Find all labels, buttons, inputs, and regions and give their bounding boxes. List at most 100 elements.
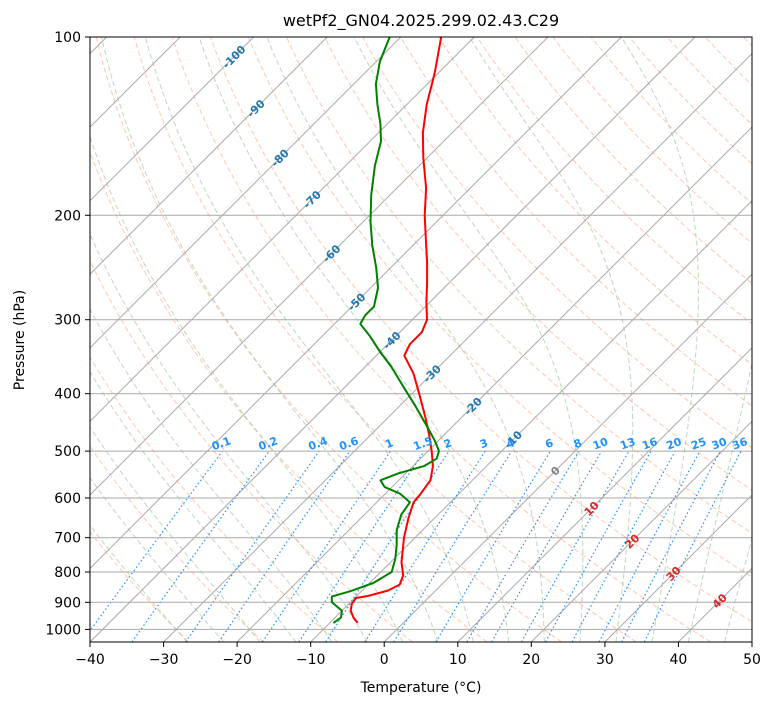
x-tick-label: 30 [596,652,614,668]
mixing-ratio-label: 30 [710,435,729,453]
plot-frame [89,36,753,643]
dry-adiabat-line [628,37,752,165]
isotherm-line [310,199,752,642]
y-tick-label: 400 [54,387,81,403]
x-tick-label: 10 [449,652,467,668]
isobar-gridlines [90,37,752,630]
y-tick-label: 300 [54,313,81,329]
mixing-ratio-line [325,450,450,642]
dry-adiabat-line [590,37,752,204]
dry-adiabat-line [209,37,752,623]
mixing-ratio-line [131,450,270,642]
x-tick-label: 0 [380,652,389,668]
dry-adiabat-line [400,37,752,407]
mixing-ratio-label: 36 [730,435,749,453]
mixing-ratio-line [393,450,513,642]
isotherm-line [90,37,475,423]
isotherm-line [751,641,752,642]
mixing-ratio-label: 0.4 [307,434,330,453]
mixing-ratio-label: 0.6 [337,434,360,453]
moist-adiabat-line [353,37,584,642]
isotherm-line [236,126,752,642]
mixing-ratio-label: 0.2 [257,434,280,453]
isotherm-line [163,52,752,642]
isotherm-line [530,420,752,642]
moist-adiabat-line [90,524,188,642]
isotherm-line [90,37,549,496]
mixing-ratio-label: 20 [665,435,684,453]
chart-title: wetPf2_GN04.2025.299.02.43.C29 [283,11,559,31]
mixing-ratio-label: 3 [478,436,490,451]
x-tick-label: −10 [296,652,326,668]
moist-adiabat-line [90,307,333,642]
mixing-ratio-line [545,450,652,642]
mixing-ratio-line [218,450,351,642]
y-tick-label: 1000 [45,622,81,638]
moist-adiabat-line [90,232,368,642]
background-lines [90,37,752,642]
isotherm-line [90,37,696,642]
mixing-ratio-label: 13 [618,435,637,452]
mixing-ratio-line [90,450,223,632]
dry-adiabat-line [90,259,413,642]
isotherm-line [90,37,622,570]
x-tick-label: 40 [669,652,687,668]
moist-adiabat-line [90,426,261,642]
y-tick-label: 600 [54,491,81,507]
mixing-ratio-line [298,450,425,642]
dry-adiabat-line [133,37,637,642]
x-tick-label: −40 [75,652,105,668]
dry-adiabat-line [90,150,488,642]
y-axis: 1000 900 800 700 600 500 400 300 200 100 [45,30,90,638]
y-tick-label: 900 [54,595,81,611]
moist-adiabat-line [90,135,404,642]
dry-adiabat-line [704,37,752,86]
mixing-ratio-label: 8 [572,436,584,451]
mixing-ratio-label: 25 [689,435,708,452]
moist-adiabat-line [724,537,752,642]
dry-adiabat-line [743,37,752,47]
mixing-ratio-line [185,450,320,642]
moist-adiabat-line [687,361,752,642]
dry-adiabat-line [171,37,712,642]
dewpoint-profile [330,37,440,624]
moist-adiabat-line [469,37,634,642]
moist-adiabat-line [144,37,474,642]
mixing-ratio-label: 1.5 [412,434,435,453]
moist-adiabat-line [90,476,225,642]
mixing-ratio-line [571,450,676,642]
x-tick-label: 20 [522,652,540,668]
y-tick-label: 200 [54,208,81,224]
isotherm-line [90,37,255,202]
dry-adiabat-line [90,356,339,642]
moist-adiabat-line [266,37,545,642]
isotherm-line [383,273,752,642]
sounding-profiles [330,37,443,624]
x-tick-label: 50 [743,652,761,668]
isotherm-line [604,494,752,642]
mixing-ratio-line [643,450,742,642]
dry-adiabat-line [324,37,752,491]
x-axis: −40 −30 −20 −10 0 10 20 30 40 50 [75,642,761,668]
isotherm-line [457,347,752,642]
isotherm-line [678,567,752,642]
dry-adiabat-line [95,37,562,642]
x-tick-label: −20 [222,652,252,668]
dry-adiabat-line [90,531,190,642]
isotherm-line [90,37,328,275]
dry-adiabat-line [552,37,752,244]
mixing-ratio-line [598,450,701,642]
moist-adiabat-line [620,37,699,642]
moist-adiabat-line [101,37,439,642]
mixing-ratio-line [435,450,552,642]
y-tick-label: 700 [54,531,81,547]
mixing-ratio-label: 4 [505,436,517,451]
dry-adiabat-line [90,445,264,642]
mixing-ratio-label: 0.1 [210,434,233,453]
mixing-ratio-line [261,450,391,642]
moist-adiabat-line [198,37,510,642]
y-tick-label: 800 [54,565,81,581]
mixing-ratio-line [520,450,630,642]
dry-adiabat-line [438,37,752,366]
dry-adiabat-line [514,37,752,284]
